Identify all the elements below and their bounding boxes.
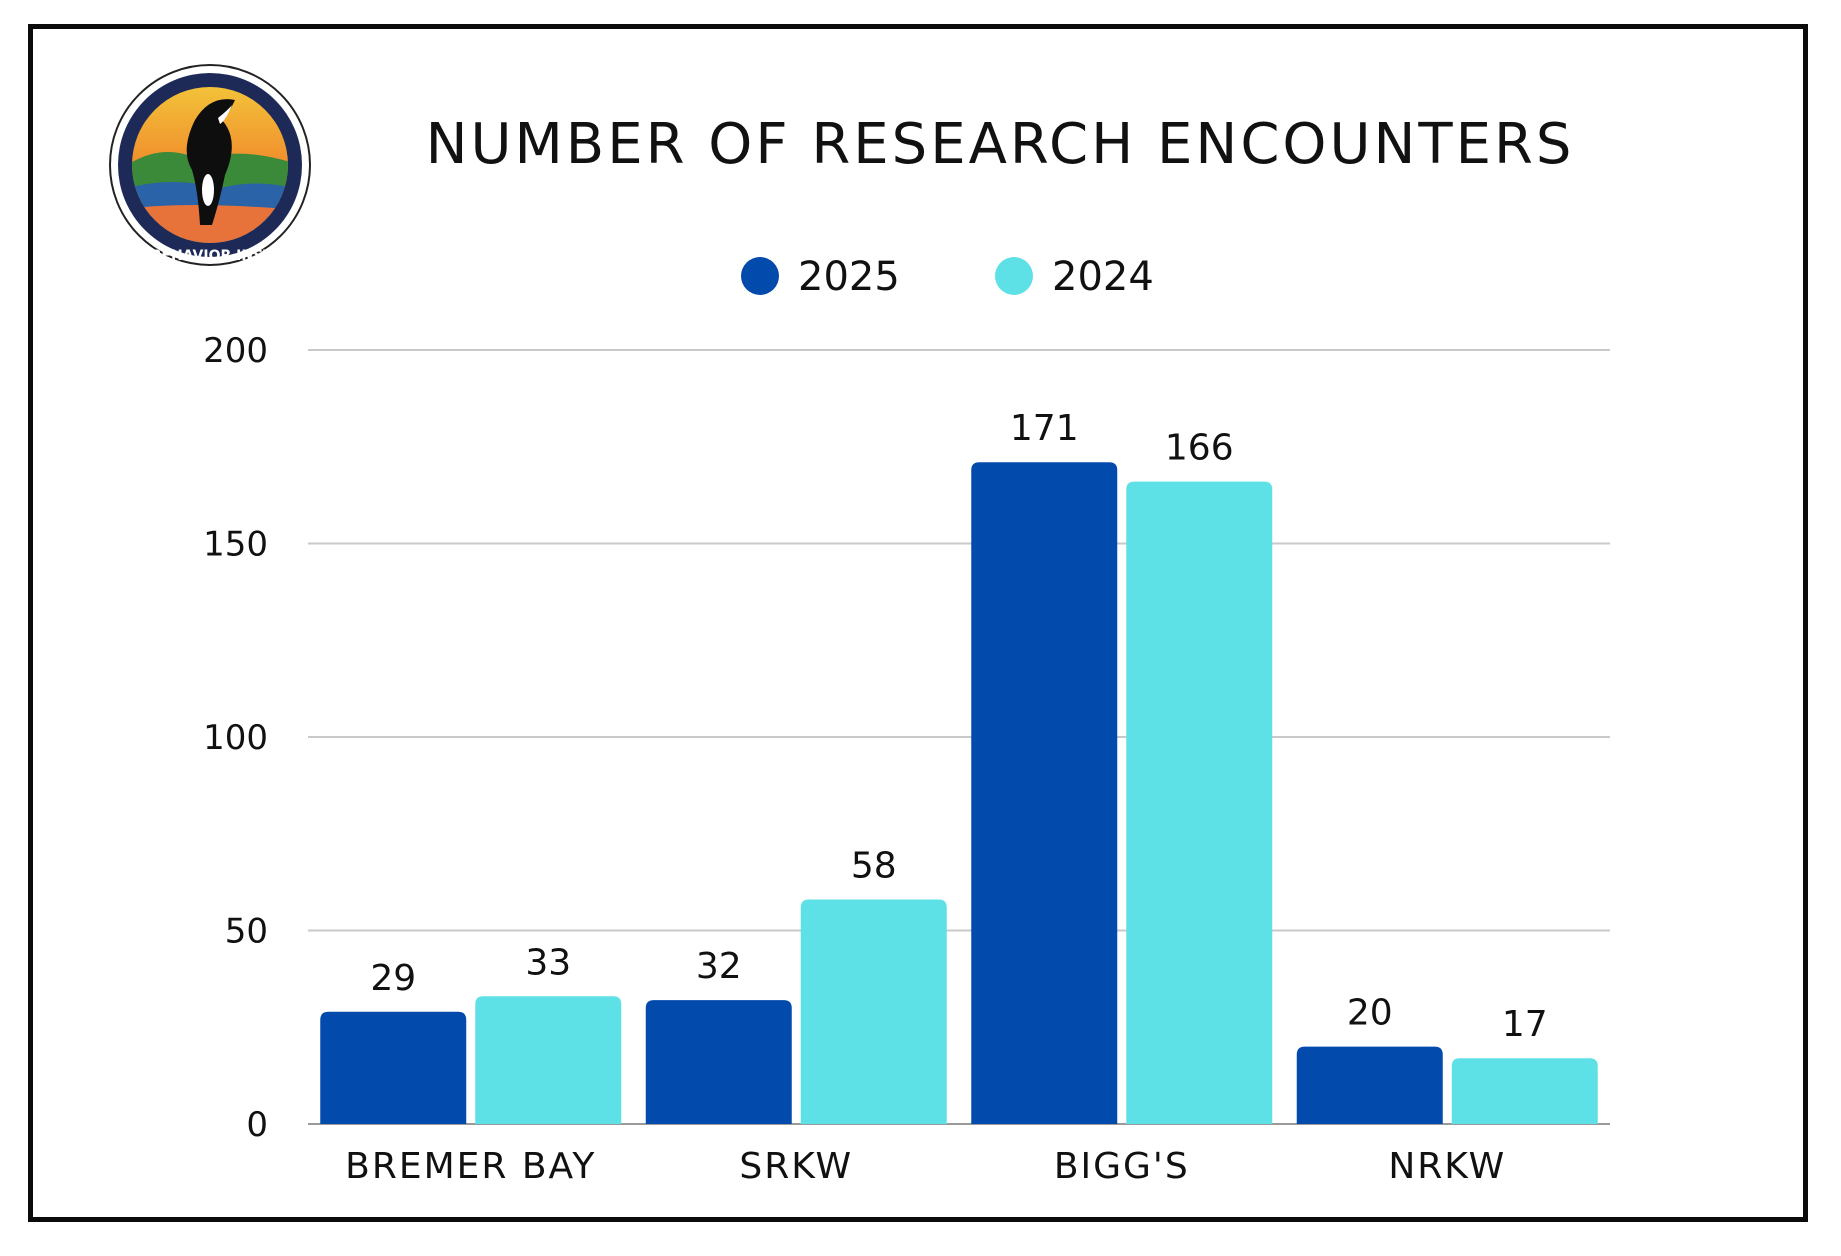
data-label: 33 <box>525 942 571 983</box>
y-tick-label: 100 <box>203 718 268 758</box>
bar-2024-nrkw <box>1451 1058 1598 1124</box>
y-tick-label: 150 <box>203 525 268 565</box>
y-tick-label: 50 <box>225 912 268 952</box>
x-category-label: BREMER BAY <box>345 1146 596 1187</box>
data-label: 32 <box>696 946 742 987</box>
data-label: 29 <box>370 958 416 999</box>
y-tick-label: 200 <box>203 331 268 371</box>
bar-2025-nrkw <box>1296 1046 1443 1124</box>
data-label: 20 <box>1347 993 1393 1034</box>
x-category-label: SRKW <box>739 1146 853 1187</box>
x-category-label: BIGG'S <box>1054 1146 1190 1187</box>
bar-2025-srkw <box>645 1000 792 1124</box>
data-label: 166 <box>1165 428 1234 469</box>
legend-swatch-2025 <box>741 257 779 295</box>
legend-swatch-2024 <box>995 257 1033 295</box>
legend: 2025 2024 <box>741 254 1154 300</box>
bar-2024-bremer-bay <box>475 996 622 1124</box>
bars <box>320 462 1598 1125</box>
x-axis-categories: BREMER BAY SRKW BIGG'S NRKW <box>345 1146 1506 1187</box>
legend-label-2024: 2024 <box>1052 254 1154 300</box>
logo-text: ORCA BEHAVIOR INSTITUTE <box>102 248 318 264</box>
data-label: 17 <box>1502 1004 1548 1045</box>
bar-2024-bigg-s <box>1126 481 1273 1125</box>
x-category-label: NRKW <box>1388 1146 1506 1187</box>
data-label: 171 <box>1010 408 1079 449</box>
chart-title: NUMBER OF RESEARCH ENCOUNTERS <box>425 112 1575 177</box>
orca-behavior-institute-logo: ORCA BEHAVIOR INSTITUTE <box>100 60 320 280</box>
bar-2024-srkw <box>800 899 947 1124</box>
bar-2025-bigg-s <box>971 462 1118 1125</box>
data-labels: 29 33 32 58 171 166 20 17 <box>370 408 1547 1045</box>
y-axis-ticks: 0 50 100 150 200 <box>203 331 268 1145</box>
y-tick-label: 0 <box>246 1105 268 1145</box>
data-label: 58 <box>851 846 897 887</box>
bar-2025-bremer-bay <box>320 1011 467 1124</box>
legend-label-2025: 2025 <box>798 254 900 300</box>
